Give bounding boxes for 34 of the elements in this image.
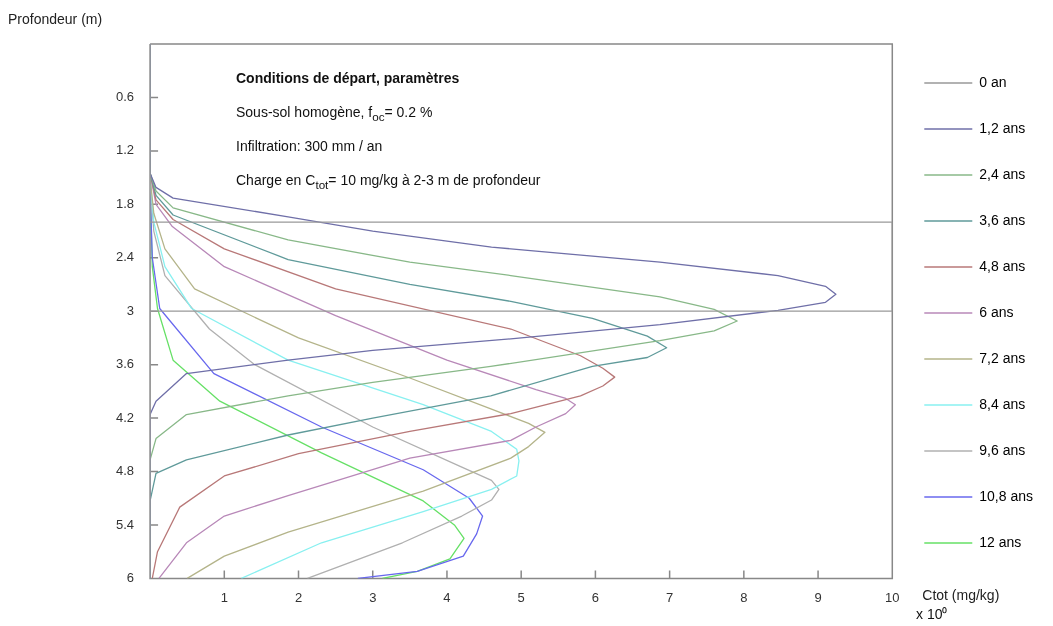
legend-label: 10,8 ans — [979, 487, 1034, 504]
y-tick-label: 3.6 — [115, 356, 135, 372]
legend-label: 9,6 ans — [979, 441, 1026, 458]
legend-label: 2,4 ans — [979, 165, 1026, 182]
x-tick-label: 6 — [591, 589, 600, 605]
x-tick-label: 10 — [885, 589, 900, 605]
y-tick-label: 6 — [126, 569, 135, 585]
x-tick-label: 8 — [740, 589, 748, 605]
y-tick-label: 0.6 — [115, 89, 135, 105]
legend-label: 1,2 ans — [979, 119, 1026, 136]
y-tick-label: 2.4 — [115, 249, 135, 265]
legend-label: 12 ans — [979, 533, 1022, 550]
y-tick-label: 1.8 — [115, 195, 135, 211]
legend-label: 0 an — [979, 73, 1007, 90]
x-tick-label: 2 — [294, 589, 303, 605]
x-tick-label: 7 — [666, 589, 674, 605]
x-tick-label: 5 — [517, 589, 525, 605]
legend-label: 6 ans — [979, 303, 1014, 320]
x-tick-label: 9 — [814, 589, 822, 605]
legend-label: 4,8 ans — [979, 257, 1026, 274]
y-tick-label: 5.4 — [115, 516, 135, 532]
legend-label: 7,2 ans — [979, 349, 1026, 366]
legend-label: 3,6 ans — [979, 211, 1026, 228]
x-axis-title: Ctot (mg/kg) — [922, 587, 1000, 604]
x-tick-label: 1 — [220, 589, 228, 605]
y-tick-label: 4.8 — [115, 463, 135, 479]
legend-label: 8,4 ans — [979, 395, 1026, 412]
y-axis-title: Profondeur (m) — [8, 10, 103, 27]
x-tick-label: 4 — [443, 589, 451, 605]
text: x 10⁰ — [916, 605, 948, 623]
y-tick-label: 1.2 — [115, 142, 135, 158]
y-tick-label: 3 — [126, 302, 135, 318]
y-tick-label: 4.2 — [115, 409, 135, 425]
x-tick-label: 3 — [369, 589, 377, 605]
